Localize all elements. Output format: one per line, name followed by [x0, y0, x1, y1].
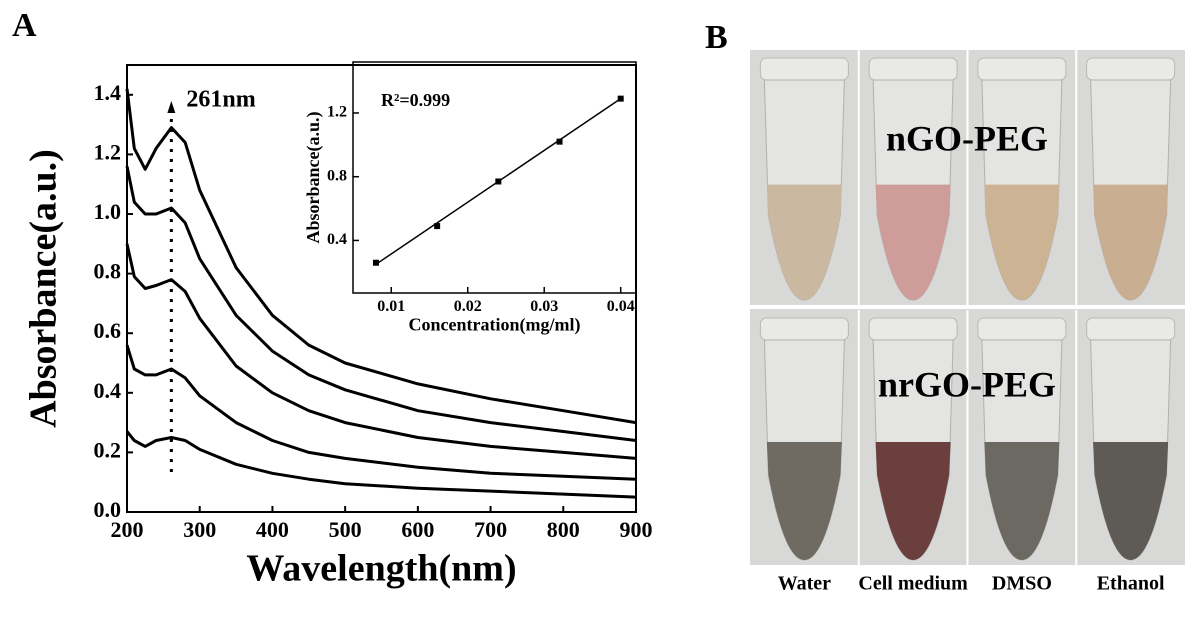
tube-liquid — [875, 184, 951, 300]
x-tick-label: 500 — [329, 517, 362, 542]
plot-frame — [126, 64, 637, 513]
x-tick-label: 300 — [183, 517, 216, 542]
tube-liquid — [875, 442, 951, 560]
row-label: nrGO-PEG — [878, 364, 1056, 404]
y-axis-label: Absorbance(a.u.) — [303, 111, 324, 243]
tube-liquid — [984, 442, 1060, 560]
x-tick-label: 0.03 — [530, 298, 558, 315]
y-tick-label: 0.6 — [94, 318, 122, 343]
x-axis-label: Wavelength(nm) — [246, 547, 516, 589]
data-point — [617, 95, 624, 102]
tube-liquid — [1093, 442, 1169, 560]
spectrum-line — [125, 88, 637, 425]
y-tick-label: 0.2 — [94, 437, 122, 462]
y-tick-label: 0.4 — [327, 231, 347, 248]
photo — [750, 50, 1185, 565]
y-tick-label: 0.4 — [94, 378, 122, 403]
tube-cap — [1086, 317, 1176, 341]
column-label: DMSO — [992, 573, 1052, 595]
tube-liquid — [766, 184, 842, 300]
spectrum-line — [125, 243, 637, 460]
column-label: Cell medium — [858, 573, 968, 595]
tube-cap — [1086, 57, 1176, 81]
plot-frame — [352, 61, 637, 294]
data-point — [372, 259, 379, 266]
x-axis-label: Concentration(mg/ml) — [409, 314, 581, 335]
y-tick-label: 0.8 — [327, 167, 347, 184]
y-tick-label: 1.4 — [94, 80, 122, 105]
tube-cap — [759, 57, 849, 81]
data-point — [434, 223, 441, 230]
tube-liquid — [1093, 184, 1169, 300]
x-tick-label: 600 — [401, 517, 434, 542]
tube-cap — [977, 57, 1067, 81]
spectrum-line — [125, 430, 637, 499]
x-tick-label: 0.01 — [377, 298, 405, 315]
x-tick-label: 800 — [547, 517, 580, 542]
y-tick-label: 0.8 — [94, 259, 122, 284]
y-tick-label: 1.0 — [94, 199, 122, 224]
panel-label: B — [705, 19, 728, 56]
column-label: Water — [778, 573, 831, 595]
y-tick-label: 1.2 — [94, 139, 122, 164]
tube-cap — [868, 317, 958, 341]
tube-cap — [759, 317, 849, 341]
x-tick-label: 0.02 — [454, 298, 482, 315]
peak-arrow — [167, 101, 176, 113]
x-tick-label: 900 — [620, 517, 653, 542]
data-point — [495, 178, 502, 185]
spectrum-line — [125, 166, 637, 442]
x-tick-label: 400 — [256, 517, 289, 542]
column-label: Ethanol — [1097, 573, 1165, 595]
x-tick-label: 700 — [474, 517, 507, 542]
y-axis-label: Absorbance(a.u.) — [23, 149, 65, 428]
panel-label: A — [12, 7, 37, 44]
data-point — [556, 138, 563, 145]
x-tick-label: 0.04 — [607, 298, 635, 315]
tube-liquid — [984, 184, 1060, 300]
x-tick-label: 200 — [111, 517, 144, 542]
y-tick-label: 0.0 — [94, 497, 122, 522]
r-squared: R²=0.999 — [381, 90, 450, 110]
peak-annotation: 261nm — [186, 87, 255, 113]
tube-cap — [977, 317, 1067, 341]
row-label: nGO-PEG — [886, 118, 1048, 158]
tube-cap — [868, 57, 958, 81]
y-tick-label: 1.2 — [327, 104, 347, 121]
spectrum-line — [125, 344, 637, 481]
tube-liquid — [766, 442, 842, 560]
